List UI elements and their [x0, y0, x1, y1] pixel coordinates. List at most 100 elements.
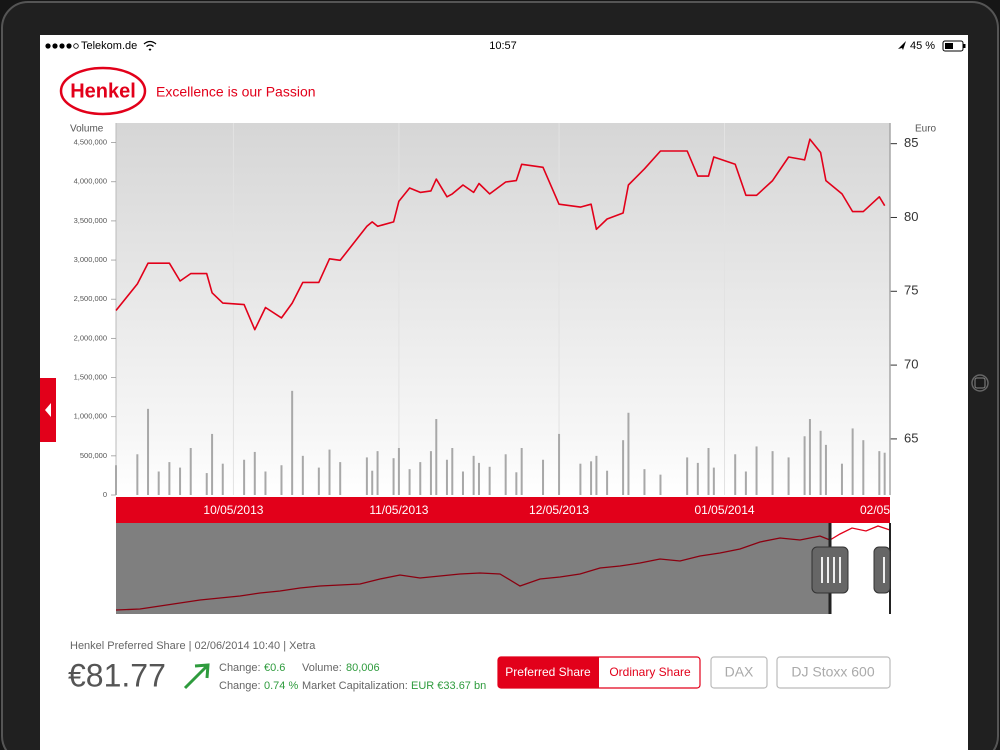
volume-bar: [147, 408, 150, 495]
volume-bar: [115, 465, 117, 495]
market-cap-label: Market Capitalization:: [302, 680, 408, 692]
y2-tick-label: 80: [904, 209, 918, 224]
logo: Henkel: [70, 80, 136, 102]
volume-bar: [392, 458, 395, 495]
volume-bar: [376, 451, 379, 495]
wifi-icon: [143, 40, 157, 51]
home-button[interactable]: [971, 374, 989, 392]
volume-bar: [707, 448, 710, 495]
volume-bar: [712, 467, 715, 495]
status-bar: Telekom.de 10:57 45 %: [45, 40, 966, 52]
navigator: [115, 523, 891, 614]
y-axis-title: Volume: [70, 124, 104, 135]
volume-bar: [211, 433, 214, 495]
button-label[interactable]: DAX: [725, 664, 754, 680]
y2-tick-label: 65: [904, 430, 918, 445]
volume-bar: [317, 467, 320, 495]
y2-tick-label: 85: [904, 135, 918, 150]
volume-bar: [803, 436, 806, 495]
volume-bar: [744, 471, 747, 495]
volume-bar: [157, 471, 160, 495]
volume-bar: [819, 430, 822, 495]
button-dj-stoxx[interactable]: [776, 656, 891, 689]
volume-bar: [627, 412, 630, 495]
button-ordinary-share[interactable]: Ordinary Share: [609, 665, 691, 679]
date-band: [116, 497, 890, 523]
y2-axis-title: Euro: [915, 124, 937, 135]
y2-tick-label: 70: [904, 357, 918, 372]
button-label[interactable]: DJ Stoxx 600: [791, 664, 874, 680]
home-icon: [974, 377, 986, 389]
trend-arrow: [183, 663, 210, 690]
volume-bar: [558, 433, 561, 495]
navigator-background: [116, 523, 830, 614]
volume-bar: [734, 454, 737, 495]
volume-bar: [291, 390, 294, 495]
y-tick-label: 4,000,000: [74, 177, 107, 186]
volume-bar: [205, 473, 208, 495]
y-tick-label: 1,500,000: [74, 373, 107, 382]
side-tab-arrow: [45, 403, 51, 417]
volume-bar: [168, 462, 171, 495]
volume-bar: [659, 474, 662, 495]
volume-value: 80,006: [346, 662, 380, 674]
change-pct: 0.74 %: [264, 680, 298, 692]
y-tick-label: 500,000: [80, 451, 107, 460]
volume-bar: [542, 459, 545, 495]
battery-level: [945, 43, 953, 49]
signal-dot: [73, 43, 79, 49]
volume-bar: [840, 463, 843, 495]
volume-bar: [264, 471, 267, 495]
volume-bar: [851, 428, 854, 495]
clock: 10:57: [489, 40, 517, 52]
tagline: Excellence is our Passion: [156, 84, 316, 100]
location-icon: [898, 41, 906, 50]
y-tick-label: 0: [103, 490, 107, 499]
signal-dot: [59, 43, 65, 49]
volume-bar: [771, 451, 774, 495]
volume-bar: [622, 440, 625, 495]
volume-bar: [243, 459, 246, 495]
volume-bar: [520, 448, 523, 495]
volume-bars: [115, 390, 886, 495]
volume-bar: [595, 455, 598, 495]
quote: Henkel Preferred Share | 02/06/2014 10:4…: [68, 640, 486, 694]
volume-bar: [435, 419, 438, 495]
quote-price: €81.77: [68, 657, 166, 693]
y-tick-label: 4,500,000: [74, 138, 107, 147]
button-preferred-share[interactable]: [498, 657, 599, 688]
price-line: [115, 138, 886, 331]
x-tick-label: 12/05/2013: [529, 503, 589, 517]
volume-bar: [371, 470, 374, 495]
volume-bar: [579, 463, 582, 495]
volume-bar: [472, 455, 475, 495]
navigator-window-line: [829, 525, 891, 541]
carrier: Telekom.de: [81, 40, 137, 52]
y-tick-label: 3,000,000: [74, 255, 107, 264]
button-label[interactable]: Preferred Share: [505, 665, 591, 679]
y2-tick-label: 75: [904, 283, 918, 298]
change-value: €0.6: [264, 662, 285, 674]
battery-percent: 45 %: [910, 40, 935, 52]
volume-bar: [221, 463, 224, 495]
market-cap-value: EUR €33.67 bn: [411, 680, 486, 692]
button-dax[interactable]: [710, 656, 768, 689]
change-label: Change:: [219, 662, 261, 674]
y-tick-label: 2,000,000: [74, 333, 107, 342]
volume-bar: [643, 469, 646, 495]
volume-bar: [451, 448, 454, 495]
volume-bar: [365, 457, 368, 495]
volume-bar: [301, 455, 304, 495]
volume-bar: [397, 448, 400, 495]
navigator-handle[interactable]: [811, 546, 849, 594]
volume-bar: [824, 444, 827, 495]
volume-bar: [787, 457, 790, 495]
volume-bar: [696, 462, 699, 495]
volume-bar: [419, 462, 422, 495]
volume-bar: [253, 451, 256, 495]
navigator-handle[interactable]: [873, 546, 891, 594]
volume-bar: [429, 451, 432, 495]
x-tick-label: 10/05/2013: [203, 503, 263, 517]
volume-bar: [136, 454, 139, 495]
